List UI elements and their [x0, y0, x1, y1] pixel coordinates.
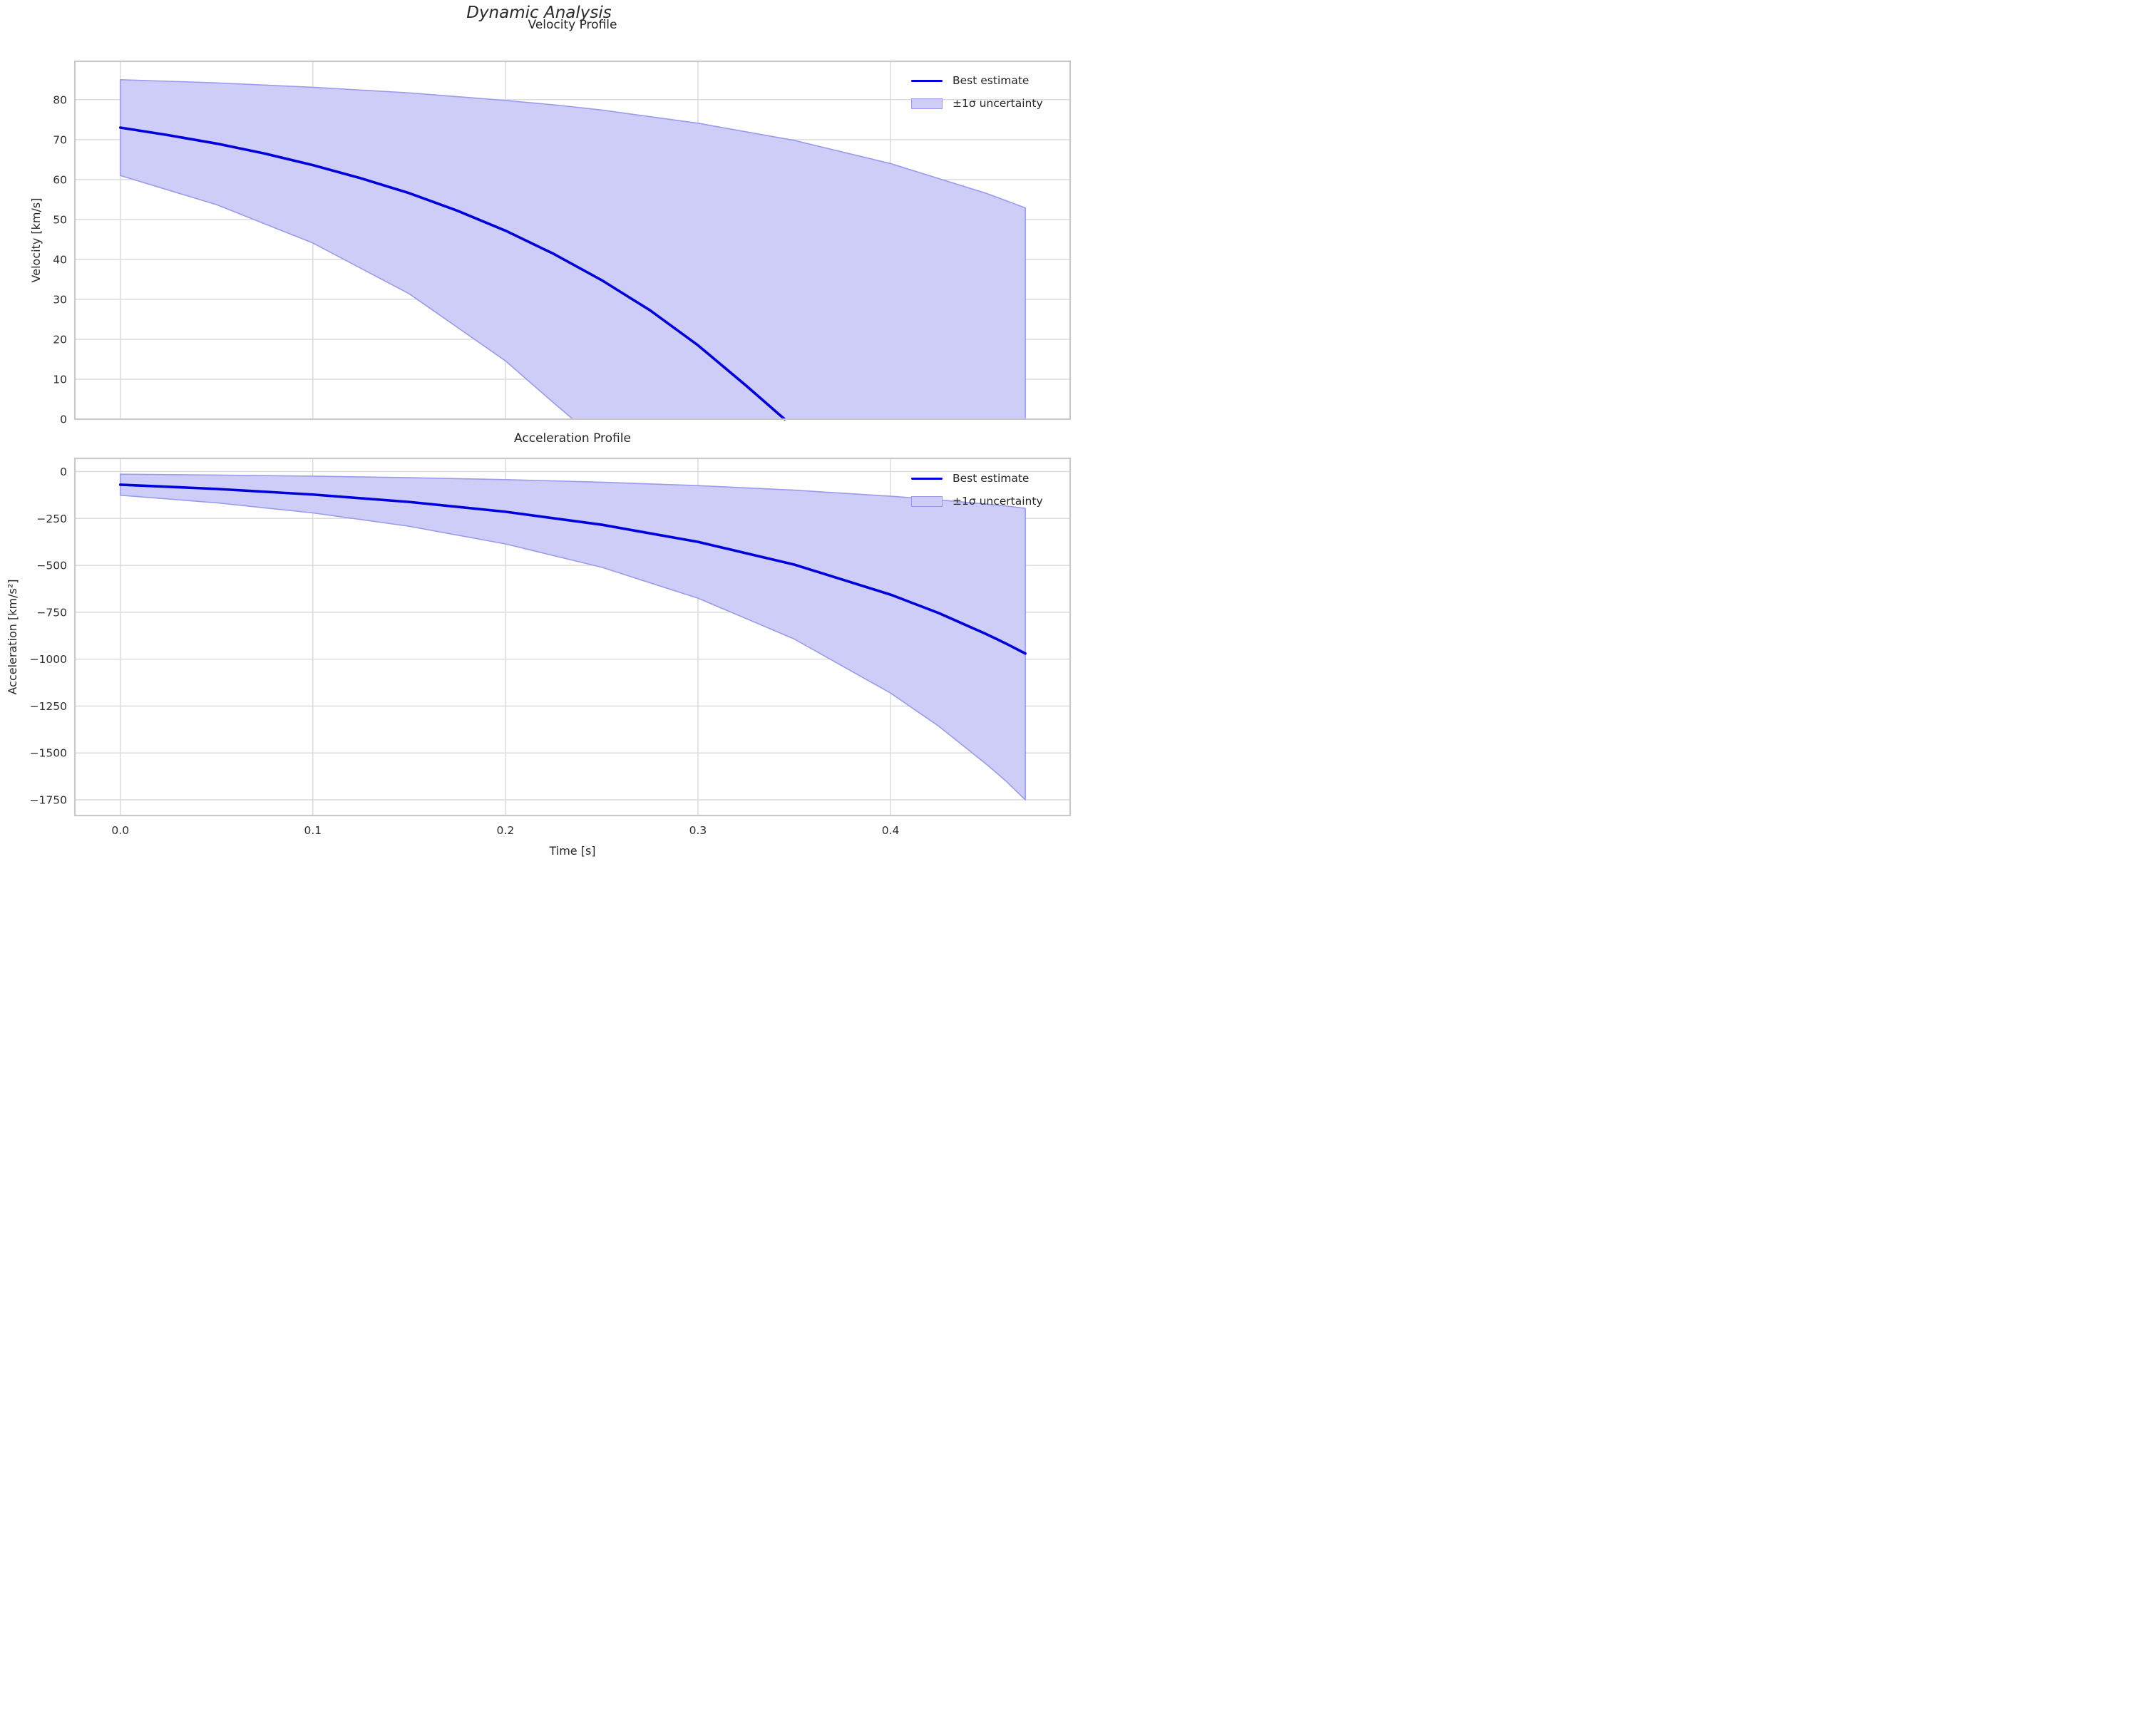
- y-tick-label: 60: [53, 173, 67, 186]
- velocity-legend: Best estimate ±1σ uncertainty: [911, 71, 1043, 113]
- x-tick-label: 0.1: [304, 824, 322, 837]
- x-tick-label: 0.3: [689, 824, 707, 837]
- y-tick-label: −1250: [30, 700, 67, 713]
- best-estimate-line-swatch-icon: [911, 79, 943, 82]
- y-tick-label: 40: [53, 253, 67, 266]
- legend-label: ±1σ uncertainty: [953, 495, 1043, 508]
- best-estimate-line-swatch-icon: [911, 477, 943, 480]
- acceleration-spines: [73, 457, 1072, 817]
- velocity-chart-title: Velocity Profile: [528, 18, 617, 32]
- uncertainty-band-swatch-icon: [911, 98, 943, 109]
- y-tick-label: −750: [36, 606, 67, 619]
- x-tick-label: 0.2: [497, 824, 515, 837]
- acceleration-chart-title: Acceleration Profile: [514, 431, 631, 446]
- y-tick-label: −500: [36, 560, 67, 572]
- y-tick-label: 70: [53, 133, 67, 146]
- velocity-spines: [73, 60, 1072, 421]
- y-tick-label: 0: [60, 413, 67, 426]
- acceleration-legend: Best estimate ±1σ uncertainty: [911, 469, 1043, 510]
- legend-label: Best estimate: [953, 472, 1030, 485]
- y-tick-label: 30: [53, 293, 67, 306]
- y-tick-label: −1500: [30, 747, 67, 760]
- figure: 0 10 20 30 40 50 60 70 80 Velocity [km/s] 0 −250 −50…: [0, 0, 1078, 864]
- velocity-best-estimate-line: [118, 126, 786, 421]
- x-tick-label: 0.0: [111, 824, 129, 837]
- acceleration-axes: 0 −250 −500 −750 −1000 −1250 −1500 −1750 0.0 0.1 0…: [6, 457, 1072, 837]
- figure-suptitle: Dynamic Analysis: [466, 4, 612, 22]
- x-tick-label: 0.4: [882, 824, 900, 837]
- y-tick-label: 10: [53, 373, 67, 386]
- y-tick-label: −1000: [30, 653, 67, 666]
- acceleration-uncertainty-band: [119, 473, 1026, 801]
- legend-item-uncertainty: ±1σ uncertainty: [911, 492, 1043, 510]
- plots-canvas: 0 10 20 30 40 50 60 70 80 Velocity [km/s] 0 −250 −50…: [6, 60, 1072, 837]
- velocity-y-axis-label: Velocity [km/s]: [29, 198, 43, 283]
- y-tick-label: −250: [36, 513, 67, 525]
- y-tick-label: 80: [53, 93, 67, 106]
- x-axis-label: Time [s]: [549, 844, 596, 858]
- y-tick-label: 50: [53, 213, 67, 226]
- velocity-axes: 0 10 20 30 40 50 60 70 80 Velocity [km/s]: [29, 60, 1072, 426]
- legend-item-best-estimate: Best estimate: [911, 469, 1043, 488]
- legend-label: Best estimate: [953, 74, 1030, 87]
- velocity-uncertainty-band: [119, 78, 1026, 420]
- legend-item-uncertainty: ±1σ uncertainty: [911, 94, 1043, 113]
- uncertainty-band-swatch-icon: [911, 495, 943, 507]
- legend-label: ±1σ uncertainty: [953, 97, 1043, 110]
- acceleration-y-axis-label: Acceleration [km/s²]: [6, 580, 19, 695]
- y-tick-label: 0: [60, 466, 67, 478]
- legend-item-best-estimate: Best estimate: [911, 71, 1043, 90]
- acceleration-best-estimate-line: [118, 483, 1027, 655]
- y-tick-label: −1750: [30, 794, 67, 807]
- y-tick-label: 20: [53, 333, 67, 346]
